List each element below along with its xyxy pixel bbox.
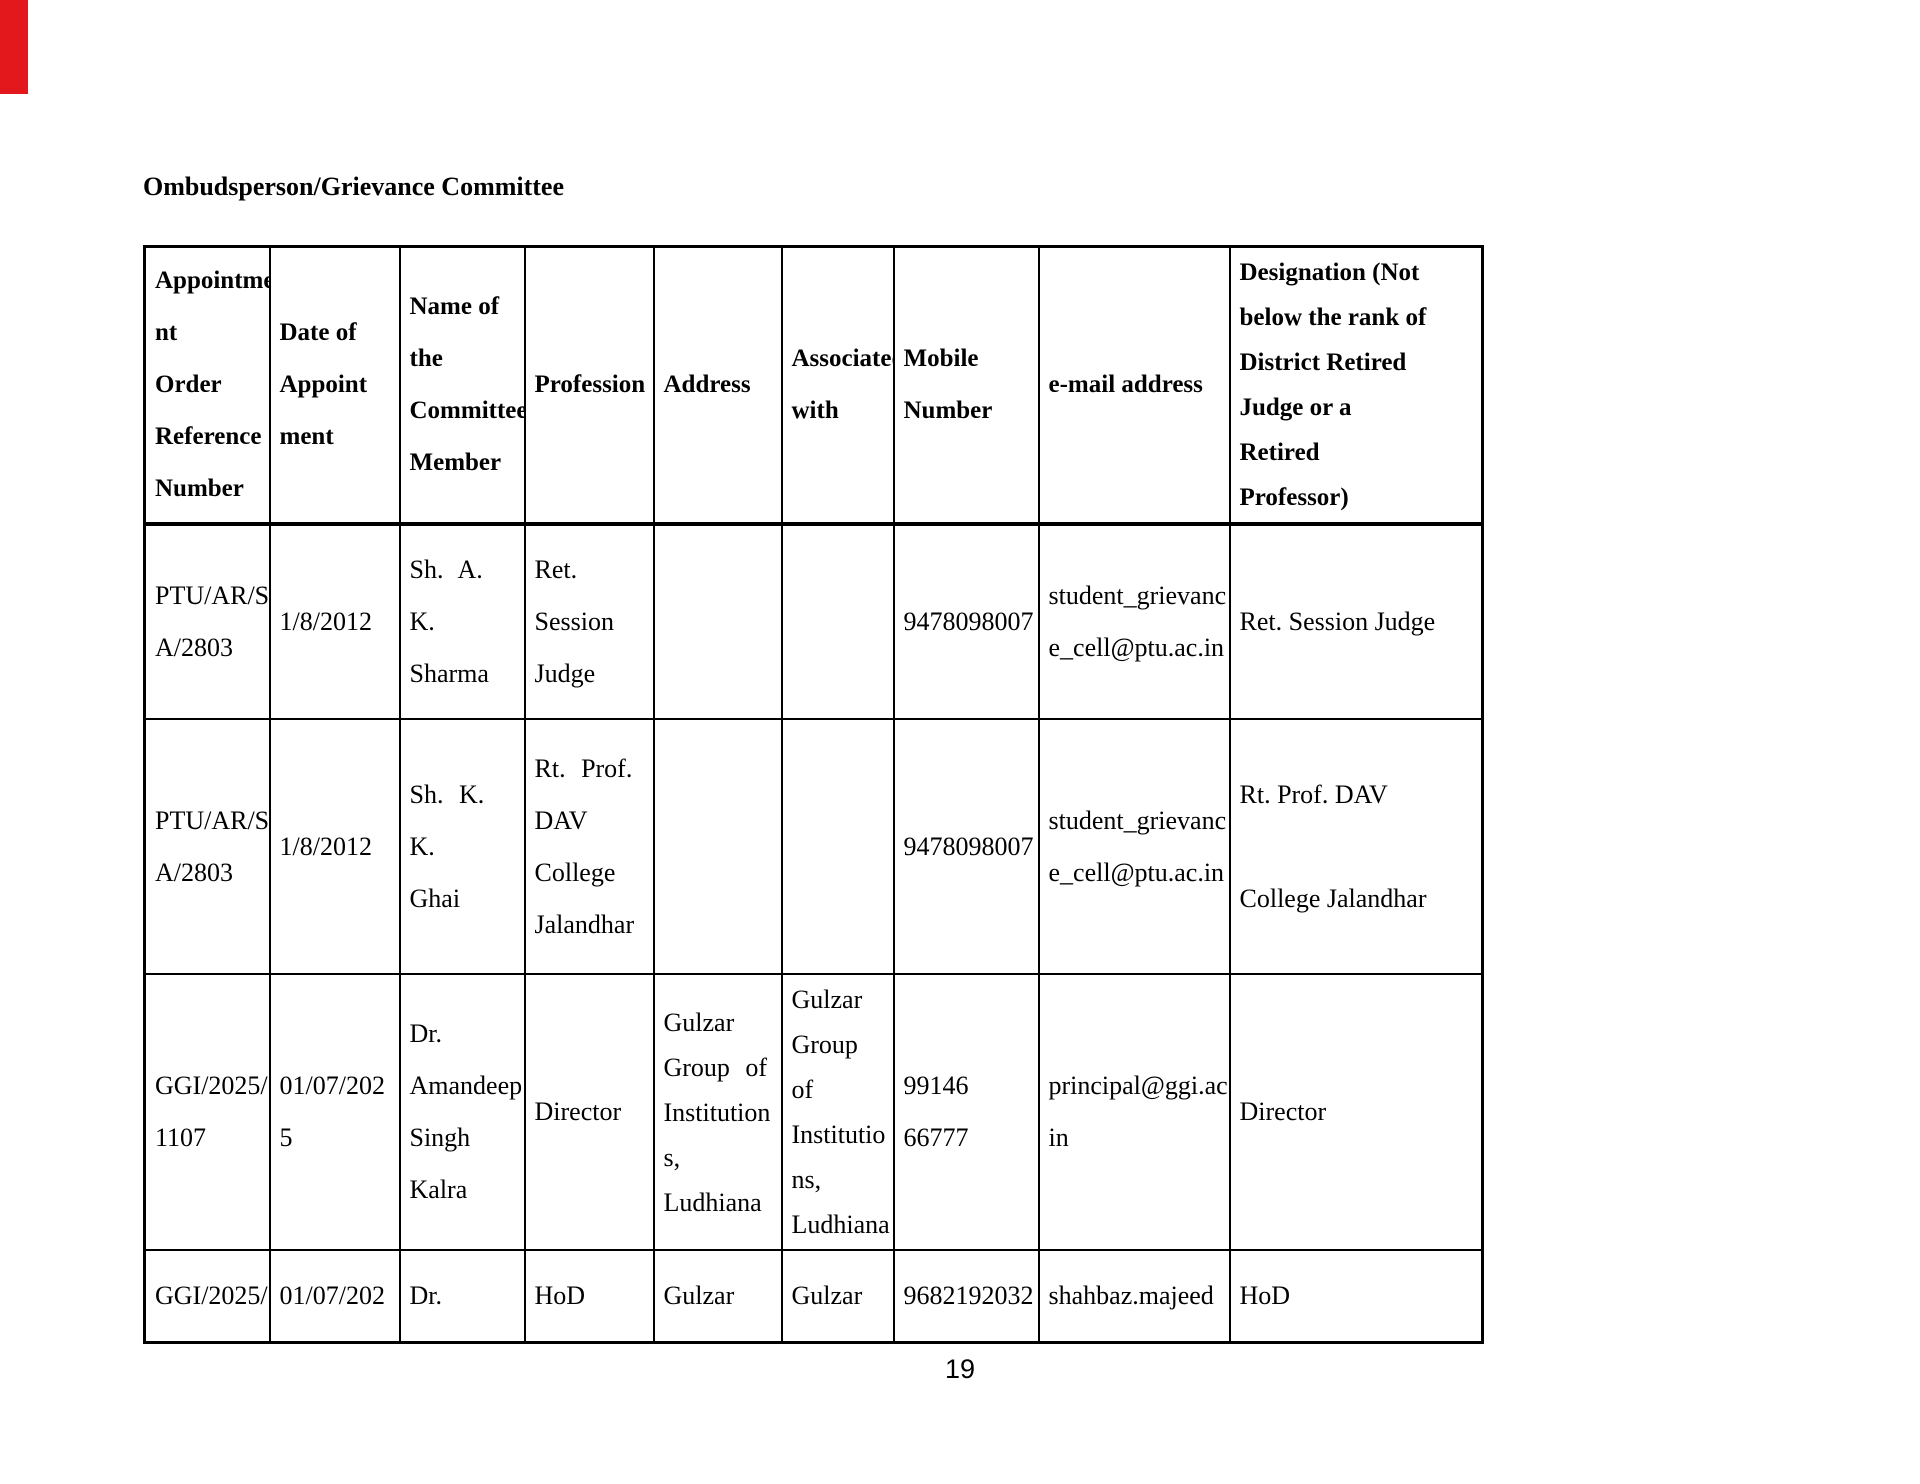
table-row: GGI/2025/ 01/07/202 Dr. HoD Gulzar Gulza… [143,1249,1484,1343]
table-cell: Director [523,973,655,1251]
table-cell: 01/07/202 5 [268,973,401,1251]
table-cell: 1/8/2012 [268,523,401,720]
table-cell: Rt. Prof. DAV College Jalandhar [1228,718,1484,975]
red-margin-marker [0,0,28,94]
header-cell-associated-with: Associated with [780,245,895,526]
table-cell: Gulzar Group of Institution s, Ludhiana [652,973,783,1251]
table-cell: principal@ggi.ac. in [1037,973,1231,1251]
table-cell: GGI/2025/ 1107 [143,973,271,1251]
table-row: PTU/AR/S A/2803 1/8/2012 Sh. A. K. Sharm… [143,523,1484,720]
table-cell: Ret. Session Judge [1228,523,1484,720]
table-cell: 9682192032 [892,1249,1040,1343]
table-cell [652,523,783,720]
table-cell: 1/8/2012 [268,718,401,975]
table-cell: 9478098007 [892,718,1040,975]
table-cell: HoD [523,1249,655,1343]
table-cell [780,718,895,975]
table-cell: PTU/AR/S A/2803 [143,523,271,720]
table-cell: Rt. Prof. DAV College Jalandhar [523,718,655,975]
table-header-row: Appointme nt Order Reference Number Date… [143,245,1484,526]
header-cell-date: Date of Appoint ment [268,245,401,526]
table-cell: Sh. K. K. Ghai [398,718,526,975]
table-cell [652,718,783,975]
header-cell-profession: Profession [523,245,655,526]
table-cell: HoD [1228,1249,1484,1343]
section-heading: Ombudsperson/Grievance Committee [143,172,565,201]
committee-table: Appointme nt Order Reference Number Date… [143,245,1484,1344]
table-cell: PTU/AR/S A/2803 [143,718,271,975]
table-row: PTU/AR/S A/2803 1/8/2012 Sh. K. K. Ghai … [143,718,1484,975]
header-cell-email: e-mail address [1037,245,1231,526]
table-cell: student_grievanc e_cell@ptu.ac.in [1037,718,1231,975]
table-cell: Ret. Session Judge [523,523,655,720]
table-cell: Gulzar Group of Institutio ns, Ludhiana [780,973,895,1251]
header-cell-member-name: Name of the Committee Member [398,245,526,526]
table-cell: 01/07/202 [268,1249,401,1343]
table-cell: Dr. Amandeep Singh Kalra [398,973,526,1251]
table-cell: 9478098007 [892,523,1040,720]
table-cell: student_grievanc e_cell@ptu.ac.in [1037,523,1231,720]
table-row: GGI/2025/ 1107 01/07/202 5 Dr. Amandeep … [143,973,1484,1251]
table-cell: Dr. [398,1249,526,1343]
header-cell-mobile: Mobile Number [892,245,1040,526]
table-cell: Gulzar [652,1249,783,1343]
header-cell-address: Address [652,245,783,526]
table-cell: Director [1228,973,1484,1251]
header-cell-designation: Designation (Not below the rank of Distr… [1228,245,1484,526]
table-cell: Sh. A. K. Sharma [398,523,526,720]
table-cell: GGI/2025/ [143,1249,271,1343]
table-cell: shahbaz.majeed [1037,1249,1231,1343]
page-number: 19 [944,1354,976,1384]
header-cell-appointment-order: Appointme nt Order Reference Number [143,245,271,526]
table-cell [780,523,895,720]
table-cell: Gulzar [780,1249,895,1343]
table-cell: 99146 66777 [892,973,1040,1251]
